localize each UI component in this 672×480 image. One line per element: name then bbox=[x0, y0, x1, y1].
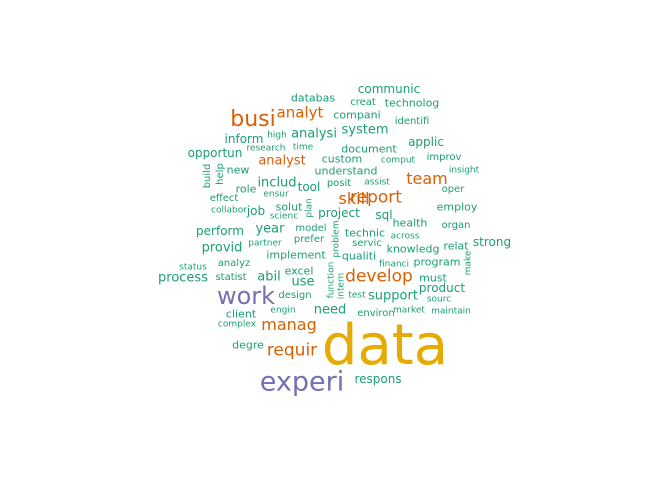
word-perform: perform bbox=[196, 224, 244, 238]
word-respons: respons bbox=[354, 372, 402, 386]
word-health: health bbox=[392, 216, 428, 230]
word-design: design bbox=[278, 290, 312, 301]
word-year: year bbox=[255, 221, 285, 237]
word-effect: effect bbox=[209, 193, 239, 204]
word-inform: inform bbox=[224, 132, 264, 146]
word-ensur: ensur bbox=[263, 189, 289, 200]
word-knowledg: knowledg bbox=[386, 242, 440, 256]
word-servic: servic bbox=[352, 238, 382, 249]
word-custom: custom bbox=[321, 152, 363, 166]
word-scienc: scienc bbox=[269, 211, 299, 222]
word-applic: applic bbox=[408, 135, 444, 149]
word-prefer: prefer bbox=[293, 234, 325, 245]
word-environ: environ bbox=[357, 308, 395, 319]
word-strong: strong bbox=[472, 235, 512, 249]
word-test: test bbox=[348, 290, 366, 301]
word-technic: technic bbox=[344, 226, 386, 240]
word-engin: engin bbox=[270, 305, 296, 316]
word-abil: abil bbox=[257, 269, 281, 285]
word-role: role bbox=[235, 182, 257, 196]
word-analyz: analyz bbox=[217, 258, 251, 269]
word-sourc: sourc bbox=[426, 294, 452, 305]
word-new: new bbox=[226, 163, 250, 177]
word-sql: sql bbox=[375, 208, 393, 222]
word-communic: communic bbox=[357, 82, 421, 96]
word-must: must bbox=[419, 271, 447, 285]
word-qualiti: qualiti bbox=[341, 249, 377, 263]
word-document: document bbox=[341, 142, 397, 156]
word-develop: develop bbox=[345, 266, 413, 287]
word-help: help bbox=[215, 163, 226, 185]
word-support: support bbox=[368, 288, 418, 304]
word-analyst: analyst bbox=[258, 153, 306, 169]
word-problem: problem bbox=[331, 220, 342, 258]
word-maintain: maintain bbox=[431, 306, 471, 317]
word-experi: experi bbox=[259, 366, 345, 398]
word-status: status bbox=[179, 262, 207, 273]
word-job: job bbox=[246, 204, 266, 218]
word-model: model bbox=[295, 223, 327, 234]
word-busi: busi bbox=[230, 107, 276, 132]
word-analysi: analysi bbox=[291, 126, 337, 142]
word-posit: posit bbox=[326, 178, 352, 189]
word-market: market bbox=[393, 305, 425, 316]
word-function: function bbox=[326, 261, 337, 299]
word-relat: relat bbox=[443, 239, 469, 253]
word-databas: databas bbox=[290, 91, 336, 105]
word-oper: oper bbox=[441, 184, 465, 195]
word-technolog: technolog bbox=[384, 96, 440, 110]
word-team: team bbox=[406, 169, 448, 188]
word-requir: requir bbox=[266, 340, 318, 361]
word-plan: plan bbox=[304, 198, 315, 218]
word-organ: organ bbox=[441, 220, 471, 231]
word-implement: implement bbox=[266, 248, 326, 262]
word-comput: comput bbox=[380, 155, 416, 166]
word-includ: includ bbox=[257, 175, 297, 191]
word-make: make bbox=[463, 250, 474, 276]
word-provid: provid bbox=[201, 240, 243, 256]
word-partner: partner bbox=[248, 238, 282, 249]
word-insight: insight bbox=[448, 165, 480, 176]
word-opportun: opportun bbox=[187, 146, 243, 160]
word-across: across bbox=[390, 231, 420, 242]
word-understand: understand bbox=[314, 164, 378, 178]
word-use: use bbox=[291, 274, 315, 290]
word-need: need bbox=[313, 302, 347, 318]
word-manag: manag bbox=[261, 315, 317, 334]
word-degre: degre bbox=[232, 338, 264, 352]
word-project: project bbox=[318, 206, 360, 220]
word-tool: tool bbox=[297, 180, 321, 194]
word-time: time bbox=[292, 142, 314, 153]
word-creat: creat bbox=[350, 97, 376, 108]
word-skill: skill bbox=[338, 189, 370, 208]
word-employ: employ bbox=[436, 200, 478, 214]
word-excel: excel bbox=[284, 264, 314, 278]
word-solut: solut bbox=[275, 200, 303, 214]
word-intern: intern bbox=[336, 272, 347, 300]
word-identifi: identifi bbox=[394, 116, 430, 127]
word-build: build bbox=[202, 163, 213, 189]
word-assist: assist bbox=[364, 177, 390, 188]
word-work: work bbox=[216, 282, 276, 310]
word-system: system bbox=[341, 122, 389, 138]
word-collabor: collabor bbox=[211, 205, 247, 216]
word-high: high bbox=[267, 130, 287, 141]
word-process: process bbox=[158, 270, 208, 286]
word-program: program bbox=[413, 255, 461, 269]
word-complex: complex bbox=[217, 319, 257, 330]
word-data: data bbox=[321, 313, 449, 378]
word-improv: improv bbox=[426, 152, 462, 163]
word-report: report bbox=[350, 187, 402, 208]
word-product: product bbox=[418, 281, 466, 295]
word-analyt: analyt bbox=[276, 103, 324, 122]
word-financi: financi bbox=[378, 259, 410, 270]
word-statist: statist bbox=[215, 272, 247, 283]
word-compani: compani bbox=[333, 108, 381, 122]
word-client: client bbox=[225, 307, 257, 321]
word-research: research bbox=[246, 143, 286, 154]
